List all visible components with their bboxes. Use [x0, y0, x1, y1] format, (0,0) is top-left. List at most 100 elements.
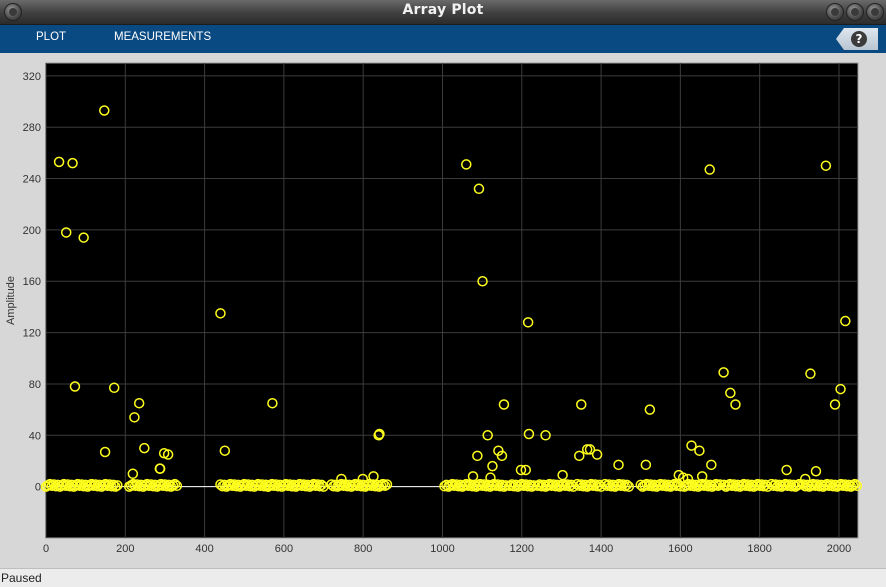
data-point [532, 480, 543, 492]
data-point [778, 480, 789, 491]
data-point [72, 478, 83, 490]
data-point [807, 478, 819, 490]
data-point [149, 479, 161, 491]
data-point [326, 479, 337, 490]
data-point [139, 480, 151, 491]
data-point [363, 478, 375, 490]
data-point [260, 479, 272, 491]
data-point [811, 479, 823, 490]
data-point [78, 232, 89, 243]
data-point [742, 479, 754, 490]
data-point [478, 479, 490, 490]
data-point [48, 479, 60, 490]
data-point [334, 480, 345, 491]
data-point [792, 480, 803, 491]
data-point [357, 479, 369, 491]
data-point [835, 478, 847, 490]
y-tick-label: 80 [29, 379, 41, 391]
data-point [288, 479, 300, 491]
data-point [53, 156, 65, 168]
y-tick-label: 280 [23, 122, 41, 134]
data-point [86, 478, 97, 490]
data-point [718, 367, 729, 378]
data-point [574, 450, 585, 462]
y-tick-label: 200 [23, 225, 41, 237]
data-point [127, 468, 139, 480]
data-point [643, 480, 654, 492]
data-point [474, 478, 486, 490]
data-point [447, 478, 458, 490]
data-point [645, 479, 656, 490]
y-tick-label: 0 [35, 482, 41, 494]
window-close-right-button[interactable] [866, 3, 884, 21]
data-point [238, 478, 250, 490]
data-point [639, 480, 650, 491]
data-point [849, 478, 861, 490]
tick-labels: 0 200 400 600 800 1000 1200 1400 1600 1800 2000 0 40… [23, 71, 852, 555]
data-point [754, 480, 765, 492]
x-tick-label: 0 [43, 543, 49, 555]
data-point [601, 480, 613, 492]
data-point [752, 478, 763, 490]
x-tick-label: 200 [116, 543, 134, 555]
data-point [611, 480, 623, 491]
data-point [770, 479, 781, 490]
data-point [153, 480, 165, 491]
data-point [839, 479, 851, 490]
data-point [740, 480, 752, 492]
data-point [67, 157, 78, 169]
data-point [133, 397, 145, 409]
data-point [167, 480, 179, 491]
data-point [252, 478, 264, 490]
window-minimize-button[interactable] [826, 3, 844, 21]
data-point [833, 480, 845, 491]
x-tick-label: 800 [354, 543, 372, 555]
window-maximize-button[interactable] [846, 3, 864, 21]
data-point [576, 479, 587, 490]
data-point [657, 480, 668, 492]
data-point [736, 480, 748, 491]
tab-plot[interactable]: PLOT [36, 31, 67, 43]
data-point [498, 399, 510, 410]
data-point [368, 471, 379, 482]
data-point [162, 449, 174, 460]
array-plot[interactable]: 0 200 400 600 800 1000 1200 1400 1600 1800 2000 0 40… [0, 53, 886, 568]
data-point [127, 478, 139, 490]
data-point [379, 480, 391, 492]
x-tick-label: 1200 [510, 543, 534, 555]
toolstrip: PLOT MEASUREMENTS ? [0, 25, 886, 53]
data-point [476, 480, 488, 492]
data-point [472, 480, 484, 491]
y-tick-label: 40 [29, 430, 41, 442]
data-point [682, 473, 694, 485]
data-point [451, 479, 462, 490]
data-point [102, 480, 113, 492]
data-point [215, 308, 226, 319]
data-point [254, 480, 266, 492]
data-point [500, 480, 512, 491]
help-icon[interactable]: ? [851, 31, 867, 47]
data-point [538, 479, 549, 491]
data-point [267, 397, 278, 409]
data-point [256, 479, 268, 490]
data-point [145, 479, 157, 490]
data-point [306, 480, 317, 491]
data-point [278, 480, 290, 491]
data-point [635, 479, 646, 491]
data-point [66, 479, 78, 491]
data-point [112, 480, 123, 491]
data-point [80, 479, 91, 491]
data-point [756, 479, 767, 490]
window-close-button[interactable] [4, 3, 22, 21]
data-point [367, 479, 379, 490]
data-point [548, 479, 559, 490]
data-point [490, 480, 502, 492]
data-point [264, 480, 276, 491]
tab-measurements[interactable]: MEASUREMENTS [114, 31, 212, 43]
data-point [486, 480, 498, 491]
data-point [520, 479, 531, 490]
data-point [131, 479, 143, 490]
data-point [336, 473, 347, 485]
data-point [467, 471, 479, 482]
data-point [242, 479, 254, 490]
